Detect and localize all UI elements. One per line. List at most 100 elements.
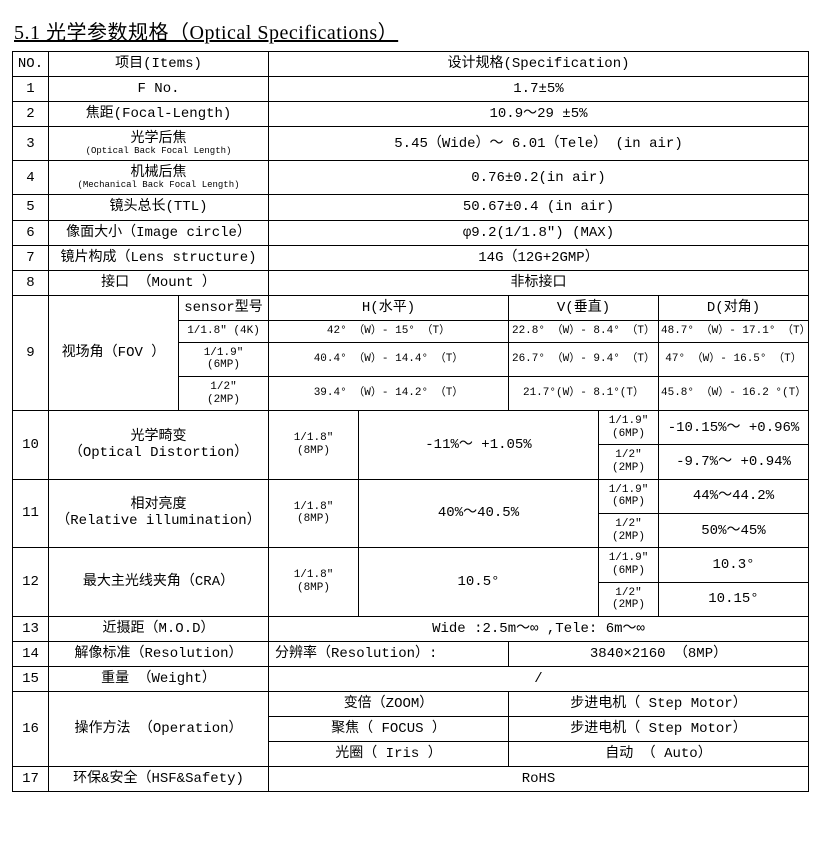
cell-no: 11 — [13, 479, 49, 548]
cell-item: 环保&安全（HSF&Safety) — [49, 767, 269, 792]
row-16-a: 16 操作方法 （Operation） 变倍（ZOOM） 步进电机（ Step … — [13, 692, 809, 717]
sub-value: 50%～45% — [659, 513, 809, 547]
header-no: NO. — [13, 52, 49, 77]
header-spec: 设计规格(Specification) — [269, 52, 809, 77]
item-sub: (Optical Back Focal Length) — [51, 147, 266, 156]
cell-item: 最大主光线夹角（CRA） — [49, 548, 269, 617]
cell-spec: RoHS — [269, 767, 809, 792]
fov-v: 26.7° （W）- 9.4° （T） — [509, 342, 659, 376]
header-items: 项目(Items) — [49, 52, 269, 77]
sub-sensor: 1/2"(2MP) — [599, 445, 659, 479]
cell-item: 光学畸变（Optical Distortion） — [49, 411, 269, 480]
resolution-label: 分辨率（Resolution）: — [269, 641, 509, 666]
resolution-value: 3840×2160 （8MP） — [509, 641, 809, 666]
op-key: 聚焦（ FOCUS ） — [269, 717, 509, 742]
cell-item: 像面大小（Image circle） — [49, 220, 269, 245]
fov-d: 47° （W）- 16.5° （T） — [659, 342, 809, 376]
item-main: 光学后焦 — [51, 131, 266, 147]
sub-sensor: 1/2"(2MP) — [599, 513, 659, 547]
row-5: 5 镜头总长(TTL) 50.67±0.4 (in air) — [13, 195, 809, 220]
cell-item: 接口 （Mount ） — [49, 270, 269, 295]
item-main: 机械后焦 — [51, 165, 266, 181]
section-title: 5.1 光学参数规格（Optical Specifications） — [14, 16, 808, 45]
row-9-header: 9 视场角（FOV ） sensor型号 H(水平) V(垂直) D(对角) — [13, 295, 809, 320]
cell-item: 相对亮度（Relative illumination） — [49, 479, 269, 548]
op-key: 光圈（ Iris ） — [269, 742, 509, 767]
ref-value: -11%～ +1.05% — [359, 411, 599, 480]
cell-spec: 14G（12G+2GMP） — [269, 245, 809, 270]
cell-no: 7 — [13, 245, 49, 270]
fov-h: 42° （W）- 15° （T） — [269, 320, 509, 342]
sub-sensor: 1/1.9"(6MP) — [599, 548, 659, 582]
spec-table: NO. 项目(Items) 设计规格(Specification) 1 F No… — [12, 51, 809, 792]
fov-d: 45.8° （W）- 16.2 °(T） — [659, 376, 809, 410]
row-2: 2 焦距(Focal-Length) 10.9～29 ±5% — [13, 102, 809, 127]
row-10-a: 10 光学畸变（Optical Distortion） 1/1.8"(8MP) … — [13, 411, 809, 445]
row-12-a: 12 最大主光线夹角（CRA） 1/1.8"(8MP) 10.5° 1/1.9"… — [13, 548, 809, 582]
row-4: 4 机械后焦 (Mechanical Back Focal Length) 0.… — [13, 161, 809, 195]
fov-d-header: D(对角) — [659, 295, 809, 320]
ref-sensor: 1/1.8"(8MP) — [269, 411, 359, 480]
sub-sensor: 1/1.9"(6MP) — [599, 411, 659, 445]
cell-spec: 5.45（Wide）～ 6.01（Tele） (in air) — [269, 127, 809, 161]
cell-item: 镜头总长(TTL) — [49, 195, 269, 220]
fov-v: 21.7°(W）- 8.1°(T） — [509, 376, 659, 410]
cell-spec: 50.67±0.4 (in air) — [269, 195, 809, 220]
cell-item: 解像标准（Resolution） — [49, 641, 269, 666]
cell-no: 15 — [13, 667, 49, 692]
row-8: 8 接口 （Mount ） 非标接口 — [13, 270, 809, 295]
fov-sensor: 1/1.9"(6MP) — [179, 342, 269, 376]
sub-value: 10.3° — [659, 548, 809, 582]
cell-no: 13 — [13, 616, 49, 641]
ref-value: 40%～40.5% — [359, 479, 599, 548]
cell-no: 2 — [13, 102, 49, 127]
fov-h-header: H(水平) — [269, 295, 509, 320]
fov-h: 40.4° （W）- 14.4° （T） — [269, 342, 509, 376]
fov-v: 22.8° （W）- 8.4° （T） — [509, 320, 659, 342]
row-7: 7 镜片构成（Lens structure) 14G（12G+2GMP） — [13, 245, 809, 270]
cell-item: 操作方法 （Operation） — [49, 692, 269, 767]
sub-value: 10.15° — [659, 582, 809, 616]
row-3: 3 光学后焦 (Optical Back Focal Length) 5.45（… — [13, 127, 809, 161]
cell-spec: / — [269, 667, 809, 692]
ref-value: 10.5° — [359, 548, 599, 617]
cell-spec: 1.7±5% — [269, 77, 809, 102]
cell-spec: Wide :2.5m～∞ ,Tele: 6m～∞ — [269, 616, 809, 641]
sub-value: -9.7%～ +0.94% — [659, 445, 809, 479]
fov-sensor: 1/2"(2MP) — [179, 376, 269, 410]
cell-no: 3 — [13, 127, 49, 161]
row-15: 15 重量 （Weight） / — [13, 667, 809, 692]
row-1: 1 F No. 1.7±5% — [13, 77, 809, 102]
cell-no: 8 — [13, 270, 49, 295]
cell-item: 焦距(Focal-Length) — [49, 102, 269, 127]
cell-spec: 10.9～29 ±5% — [269, 102, 809, 127]
table-header-row: NO. 项目(Items) 设计规格(Specification) — [13, 52, 809, 77]
cell-no: 17 — [13, 767, 49, 792]
ref-sensor: 1/1.8"(8MP) — [269, 479, 359, 548]
cell-item: 视场角（FOV ） — [49, 295, 179, 410]
cell-no: 16 — [13, 692, 49, 767]
row-14: 14 解像标准（Resolution） 分辨率（Resolution）: 384… — [13, 641, 809, 666]
fov-v-header: V(垂直) — [509, 295, 659, 320]
cell-item: 近摄距（M.O.D） — [49, 616, 269, 641]
sub-sensor: 1/2"(2MP) — [599, 582, 659, 616]
cell-spec: 非标接口 — [269, 270, 809, 295]
cell-no: 10 — [13, 411, 49, 480]
cell-spec: 0.76±0.2(in air) — [269, 161, 809, 195]
cell-item: F No. — [49, 77, 269, 102]
cell-no: 12 — [13, 548, 49, 617]
cell-no: 4 — [13, 161, 49, 195]
ref-sensor: 1/1.8"(8MP) — [269, 548, 359, 617]
row-13: 13 近摄距（M.O.D） Wide :2.5m～∞ ,Tele: 6m～∞ — [13, 616, 809, 641]
fov-h: 39.4° （W）- 14.2° （T） — [269, 376, 509, 410]
row-11-a: 11 相对亮度（Relative illumination） 1/1.8"(8M… — [13, 479, 809, 513]
sub-value: 44%～44.2% — [659, 479, 809, 513]
item-sub: (Mechanical Back Focal Length) — [51, 181, 266, 190]
cell-no: 1 — [13, 77, 49, 102]
fov-sensor-label: sensor型号 — [179, 295, 269, 320]
cell-spec: φ9.2(1/1.8″) (MAX) — [269, 220, 809, 245]
op-val: 步进电机（ Step Motor） — [509, 692, 809, 717]
op-val: 步进电机（ Step Motor） — [509, 717, 809, 742]
cell-no: 14 — [13, 641, 49, 666]
op-val: 自动 （ Auto） — [509, 742, 809, 767]
